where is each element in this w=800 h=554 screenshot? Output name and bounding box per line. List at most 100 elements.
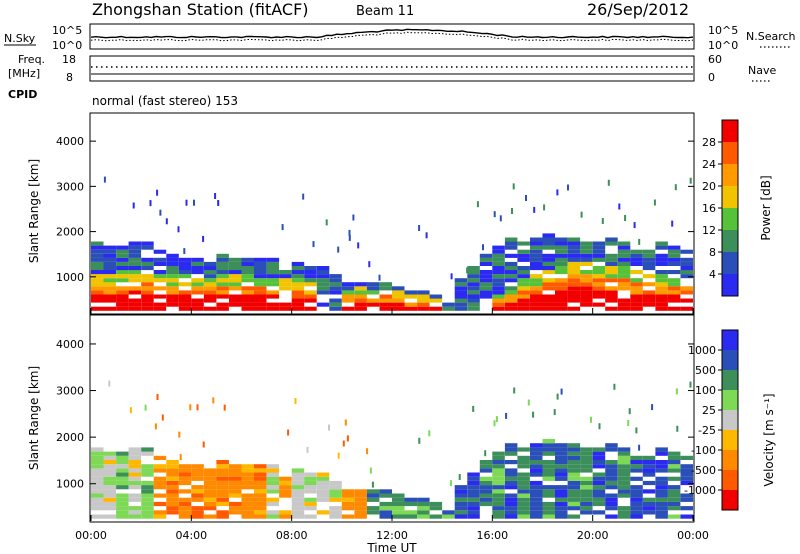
velocity-cell — [617, 514, 631, 519]
power-cell — [429, 306, 443, 311]
velocity-cell-sparse — [202, 441, 205, 448]
power-cell — [304, 294, 317, 299]
power-cell — [116, 257, 129, 262]
velocity-cell — [116, 510, 129, 515]
power-cell-sparse — [525, 195, 527, 201]
power-cell — [141, 266, 154, 271]
velocity-cell — [617, 451, 631, 456]
power-cell — [141, 274, 154, 279]
power-cell — [103, 294, 116, 299]
velocity-cell — [241, 485, 254, 490]
power-cell — [617, 278, 631, 283]
velocity-cell-sparse — [635, 427, 638, 434]
power-colorbar-tick-label: 12 — [702, 224, 716, 237]
power-cell — [655, 241, 668, 246]
x-tick-label: 08:00 — [276, 529, 308, 542]
power-cell — [517, 257, 530, 262]
y-tick-label: 1000 — [56, 271, 84, 284]
power-cell — [479, 261, 493, 266]
power-cell — [592, 290, 606, 295]
velocity-cell — [592, 480, 606, 486]
sky-noise-line — [90, 28, 694, 39]
power-cell — [254, 298, 267, 303]
power-cell — [166, 266, 179, 271]
power-cell — [429, 294, 443, 299]
power-cell — [304, 270, 317, 275]
velocity-cell — [467, 476, 480, 481]
velocity-colorbar-swatch — [722, 370, 738, 390]
power-cell — [291, 282, 305, 287]
velocity-cell — [467, 472, 480, 477]
velocity-cell — [392, 493, 405, 498]
power-cell — [630, 261, 643, 266]
velocity-cell — [542, 472, 555, 477]
power-cell — [266, 294, 280, 299]
velocity-cell — [304, 501, 317, 507]
power-cell — [567, 266, 581, 271]
velocity-cell — [103, 460, 116, 465]
velocity-cell-sparse — [590, 416, 592, 423]
velocity-cell — [316, 485, 330, 490]
power-cell — [341, 298, 355, 303]
velocity-cell — [291, 468, 305, 473]
velocity-cell — [504, 460, 518, 465]
power-cell — [392, 290, 405, 295]
power-cell — [617, 266, 631, 271]
power-cell — [266, 257, 280, 262]
velocity-cell — [153, 476, 167, 481]
velocity-cell — [178, 480, 192, 486]
power-cell — [454, 286, 468, 291]
velocity-cell — [555, 476, 568, 481]
power-cell — [617, 274, 631, 279]
power-cell — [141, 294, 154, 299]
velocity-cell — [667, 476, 681, 481]
velocity-cell — [479, 497, 493, 502]
power-cell-sparse — [624, 215, 627, 221]
velocity-cell — [91, 497, 104, 502]
power-cell — [178, 298, 192, 303]
velocity-cell — [379, 493, 392, 498]
velocity-cell-sparse — [675, 388, 678, 395]
velocity-cell — [254, 468, 267, 473]
velocity-cell — [153, 464, 167, 469]
velocity-cell — [191, 468, 204, 473]
power-cell — [555, 266, 568, 271]
velocity-cell — [141, 468, 154, 473]
velocity-cell — [341, 506, 355, 511]
velocity-cell — [605, 468, 618, 473]
velocity-cell — [128, 455, 142, 460]
power-cell — [530, 294, 543, 299]
velocity-cell — [479, 480, 493, 486]
velocity-cell — [279, 510, 292, 515]
velocity-cell — [667, 460, 681, 465]
power-cell — [467, 266, 480, 271]
velocity-cell — [655, 493, 668, 498]
velocity-cell — [404, 510, 417, 515]
power-cell — [580, 270, 593, 275]
power-cell — [555, 278, 568, 283]
power-cell — [103, 298, 116, 303]
power-cell — [178, 266, 192, 271]
power-cell — [354, 282, 367, 287]
power-cell — [91, 274, 104, 279]
power-cell — [642, 298, 656, 303]
power-cell — [354, 294, 367, 299]
velocity-cell — [241, 480, 254, 486]
velocity-cell — [492, 501, 505, 507]
power-cell — [128, 245, 142, 250]
velocity-cell — [655, 485, 668, 490]
velocity-cell — [517, 497, 530, 502]
power-cell — [304, 278, 317, 283]
power-cell — [555, 237, 568, 242]
power-cell — [530, 266, 543, 271]
velocity-cell — [254, 480, 267, 486]
velocity-cell-sparse — [458, 474, 461, 480]
power-cell — [655, 245, 668, 250]
power-cell — [254, 257, 267, 262]
power-cell — [279, 302, 292, 307]
power-cell — [279, 306, 292, 311]
power-cell — [304, 266, 317, 271]
velocity-cell — [341, 489, 355, 494]
velocity-cell — [605, 447, 618, 452]
velocity-cell — [128, 514, 142, 519]
